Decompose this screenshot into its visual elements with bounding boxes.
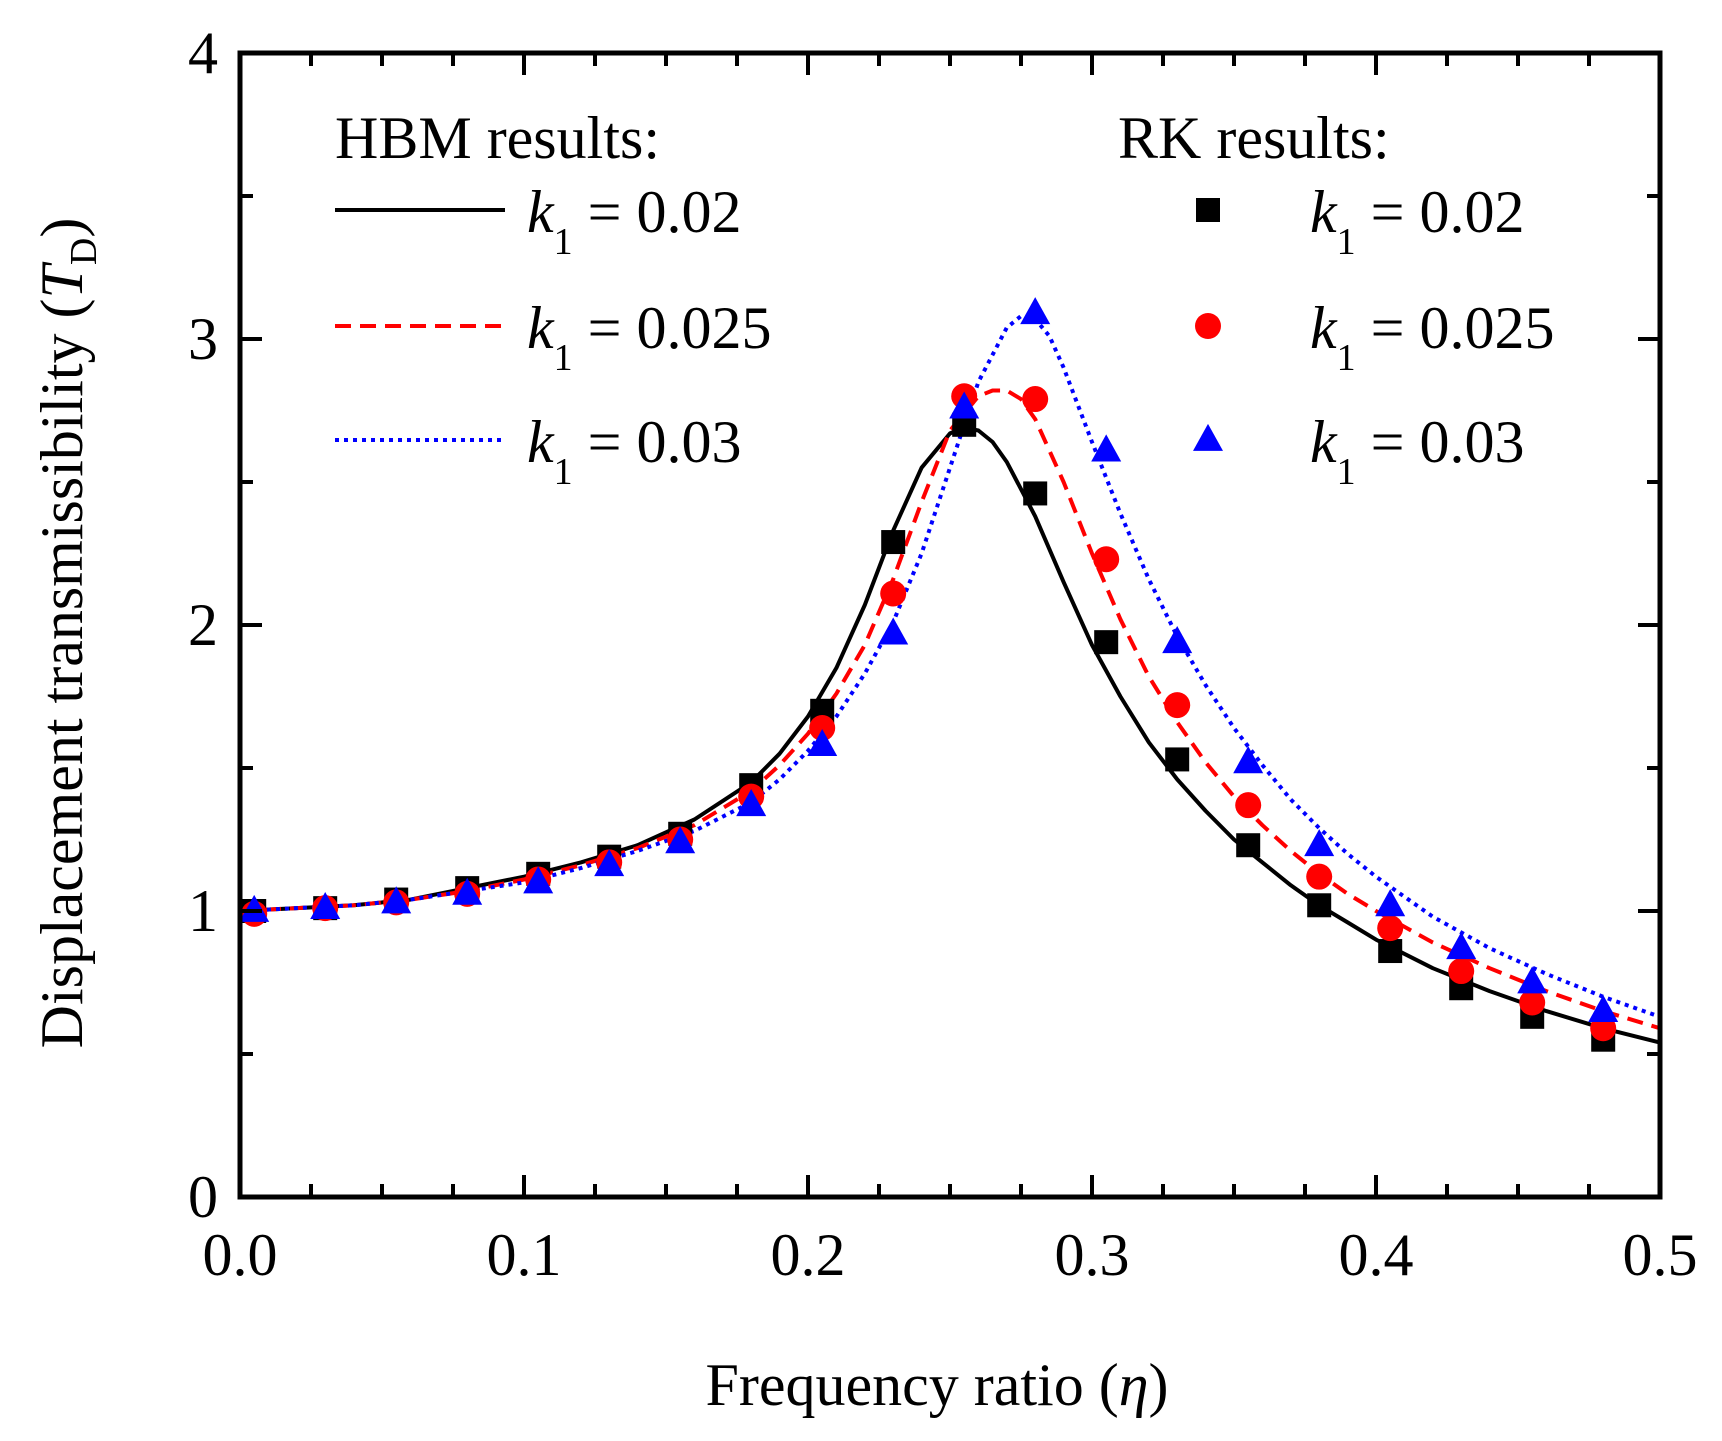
rk-marker-triangle: [1375, 889, 1406, 917]
x-tick-label: 0.3: [1055, 1222, 1130, 1288]
legend-hbm-label-1: k1 = 0.02: [527, 179, 741, 263]
rk-marker-triangle: [1233, 746, 1264, 774]
y-tick-label: 4: [188, 20, 218, 86]
rk-marker-triangle: [523, 866, 554, 894]
x-tick-label: 0.4: [1339, 1222, 1414, 1288]
rk-marker-triangle: [949, 391, 980, 419]
y-axis-title: Displacement transmissibility (TD): [29, 218, 105, 1049]
rk-marker-circle: [1448, 958, 1475, 985]
rk-marker-square: [1236, 833, 1261, 858]
rk-marker-triangle: [239, 894, 270, 922]
rk-marker-square: [1307, 893, 1332, 918]
legend-rk-swatch-1: [1196, 198, 1220, 222]
legend-hbm: HBM results: k1 = 0.02 k1 = 0.025 k1 = 0.0…: [335, 105, 771, 493]
rk-marker-circle: [1093, 546, 1120, 573]
rk-marker-triangle: [1091, 434, 1122, 462]
axis-tick-labels: 0.0 0.1 0.2 0.3 0.4 0.5 0 1 2 3 4: [188, 20, 1698, 1288]
rk-marker-circle: [1306, 863, 1333, 890]
rk-marker-square: [881, 530, 906, 555]
y-tick-label: 2: [188, 592, 218, 658]
y-tick-label: 0: [188, 1164, 218, 1230]
x-axis-symbol: η: [1119, 1352, 1149, 1418]
rk-marker-circle: [809, 714, 836, 741]
rk-marker-circle: [1164, 692, 1191, 719]
rk-marker-circle: [880, 580, 907, 607]
rk-marker-triangle: [1304, 829, 1335, 857]
rk-marker-triangle: [736, 789, 767, 817]
legend-hbm-label-3: k1 = 0.03: [527, 409, 741, 493]
legend-hbm-header: HBM results:: [335, 105, 660, 171]
rk-marker-square: [1165, 747, 1190, 772]
rk-marker-triangle: [310, 892, 341, 920]
x-tick-label: 0.0: [203, 1222, 278, 1288]
rk-marker-triangle: [594, 849, 625, 877]
axis-ticks: [238, 51, 1662, 1199]
rk-marker-triangle: [1162, 626, 1193, 654]
rk-marker-triangle: [1446, 932, 1477, 960]
legend-rk-swatch-3: [1193, 423, 1223, 451]
rk-marker-triangle: [1517, 966, 1548, 994]
x-tick-label: 0.2: [771, 1222, 846, 1288]
x-axis-title: Frequency ratio (η): [706, 1352, 1169, 1418]
legend-rk-swatch-2: [1195, 313, 1221, 339]
legend-rk-label-2: k1 = 0.025: [1310, 295, 1554, 379]
y-axis-symbol: T: [29, 261, 95, 298]
rk-marker-triangle: [381, 886, 412, 914]
y-tick-label: 3: [188, 306, 218, 372]
rk-marker-triangle: [807, 729, 838, 757]
rk-marker-triangle: [1020, 297, 1051, 325]
legend-rk-label-1: k1 = 0.02: [1310, 179, 1524, 263]
y-tick-label: 1: [188, 878, 218, 944]
y-axis-subscript: D: [63, 238, 105, 265]
rk-marker-circle: [1377, 915, 1404, 942]
x-tick-label: 0.1: [487, 1222, 562, 1288]
rk-marker-square: [1023, 481, 1048, 506]
rk-marker-square: [1378, 939, 1403, 964]
rk-marker-triangle: [1588, 994, 1619, 1023]
rk-marker-square: [1094, 630, 1119, 655]
rk-marker-circle: [1235, 792, 1262, 819]
rk-marker-circle: [1519, 989, 1546, 1016]
legend-hbm-label-2: k1 = 0.025: [527, 295, 771, 379]
marker-layer: [239, 297, 1619, 1052]
x-tick-label: 0.5: [1623, 1222, 1698, 1288]
hbm-series-line-3: [239, 314, 1661, 1019]
rk-marker-circle: [1022, 386, 1049, 413]
legend-rk: RK results: k1 = 0.02 k1 = 0.025 k1 = 0.03: [1118, 105, 1554, 493]
legend-rk-label-3: k1 = 0.03: [1310, 409, 1524, 493]
rk-marker-triangle: [878, 617, 909, 645]
rk-marker-triangle: [452, 877, 483, 905]
legend-rk-header: RK results:: [1118, 105, 1390, 171]
rk-marker-triangle: [665, 826, 696, 854]
